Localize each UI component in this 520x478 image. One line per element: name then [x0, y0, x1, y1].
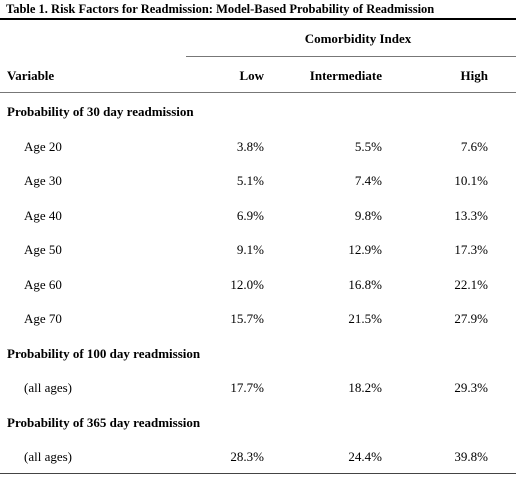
row-label: (all ages) — [24, 449, 73, 464]
table-row: Age 50 9.1% 12.9% 17.3% — [0, 231, 516, 266]
cell-low: 5.1% — [236, 173, 264, 188]
section-row-30-day: Probability of 30 day readmission — [0, 93, 516, 128]
table-title: Table 1. Risk Factors for Readmission: M… — [6, 2, 435, 16]
row-label: Age 70 — [24, 311, 62, 326]
cell-low: 6.9% — [236, 207, 264, 223]
header-rule — [0, 92, 516, 93]
column-header-low: Low — [239, 68, 264, 83]
group-header-row: Comorbidity Index — [0, 20, 516, 57]
column-header-variable: Variable — [7, 68, 55, 83]
row-label: Age 60 — [24, 276, 62, 292]
cell-high: 39.8% — [454, 449, 488, 464]
top-rule — [0, 18, 516, 20]
column-header-intermediate: Intermediate — [309, 68, 382, 83]
column-header-high: High — [460, 68, 488, 83]
cell-intermediate: 18.2% — [348, 380, 382, 395]
row-label: (all ages) — [24, 380, 73, 395]
table-row: Age 30 5.1% 7.4% 10.1% — [0, 162, 516, 197]
row-label: Age 40 — [24, 207, 62, 223]
table-row: Age 60 12.0% 16.8% 22.1% — [0, 266, 516, 301]
cell-high: 13.3% — [454, 207, 488, 223]
group-header-rule — [186, 56, 516, 57]
table-row: Age 70 15.7% 21.5% 27.9% — [0, 300, 516, 335]
table-row: Age 20 3.8% 5.5% 7.6% — [0, 128, 516, 163]
cell-high: 29.3% — [454, 380, 488, 395]
section-row-365-day: Probability of 365 day readmission — [0, 404, 516, 439]
bottom-rule — [0, 472, 516, 474]
column-header-row: Variable Low Intermediate High — [0, 57, 516, 92]
table-row: Age 40 6.9% 9.8% 13.3% — [0, 197, 516, 232]
cell-low: 17.7% — [230, 380, 264, 395]
table-row: (all ages) 28.3% 24.4% 39.8% — [0, 438, 516, 473]
cell-intermediate: 21.5% — [348, 311, 382, 326]
cell-intermediate: 16.8% — [348, 276, 382, 292]
section-row-100-day: Probability of 100 day readmission — [0, 335, 516, 370]
cell-low: 15.7% — [230, 311, 264, 326]
cell-intermediate: 9.8% — [354, 207, 382, 223]
table-row: (all ages) 17.7% 18.2% 29.3% — [0, 369, 516, 404]
cell-low: 12.0% — [230, 276, 264, 292]
cell-low: 28.3% — [230, 449, 264, 464]
section-label: Probability of 30 day readmission — [7, 104, 194, 119]
cell-intermediate: 24.4% — [348, 449, 382, 464]
cell-high: 10.1% — [454, 173, 488, 188]
cell-high: 22.1% — [454, 276, 488, 292]
cell-high: 17.3% — [454, 242, 488, 257]
section-label: Probability of 365 day readmission — [7, 414, 201, 430]
readmission-table: Comorbidity Index Variable Low Intermedi… — [0, 18, 516, 474]
cell-intermediate: 12.9% — [348, 242, 382, 257]
cell-low: 9.1% — [236, 242, 264, 257]
row-label: Age 50 — [24, 242, 62, 257]
comorbidity-index-header: Comorbidity Index — [304, 31, 412, 46]
cell-high: 27.9% — [454, 311, 488, 326]
cell-low: 3.8% — [236, 138, 264, 154]
cell-high: 7.6% — [460, 138, 488, 154]
row-label: Age 30 — [24, 173, 62, 188]
section-label: Probability of 100 day readmission — [7, 345, 201, 361]
cell-intermediate: 5.5% — [354, 138, 382, 154]
cell-intermediate: 7.4% — [354, 173, 382, 188]
row-label: Age 20 — [24, 138, 62, 154]
